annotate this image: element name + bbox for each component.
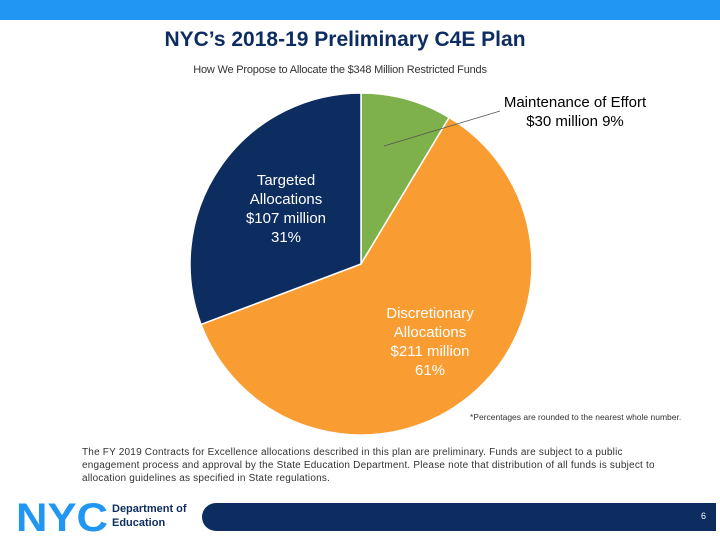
label-targeted-line1: Targeted	[256, 172, 316, 189]
nyc-doe-logo: NYC Department of Education	[16, 498, 187, 534]
footer-bar: 6	[202, 503, 716, 531]
svg-text:NYC: NYC	[16, 498, 108, 534]
slice-maintenance-of-effort	[360, 92, 451, 267]
label-discretionary-line2: Allocations	[393, 324, 467, 341]
slice-discretionary-allocations	[200, 116, 533, 436]
page-number: 6	[700, 511, 706, 521]
label-discretionary-line4: 61%	[414, 362, 446, 379]
label-maintenance-line2: $30 million 9%	[526, 113, 624, 130]
label-targeted-line2: Allocations	[249, 191, 323, 208]
label-discretionary-line1: Discretionary	[386, 305, 474, 322]
footnote: *Percentages are rounded to the nearest …	[470, 412, 682, 422]
top-accent-bar	[0, 0, 720, 20]
page-title: NYC’s 2018-19 Preliminary C4E Plan	[164, 28, 526, 51]
svg-text:Education: Education	[112, 517, 165, 529]
maintenance-leader-line	[383, 110, 501, 147]
slice-targeted-allocations	[189, 92, 362, 326]
label-discretionary: Discretionary Allocations $211 million 6…	[370, 304, 490, 380]
label-targeted-line3: $107 million	[245, 210, 327, 227]
label-maintenance: Maintenance of Effort $30 million 9%	[480, 93, 670, 131]
label-targeted: Targeted Allocations $107 million 31%	[226, 171, 346, 247]
svg-text:Department of: Department of	[112, 503, 187, 515]
label-discretionary-line3: $211 million	[390, 343, 470, 360]
label-maintenance-line1: Maintenance of Effort	[503, 94, 647, 111]
disclaimer-text: The FY 2019 Contracts for Excellence all…	[82, 447, 655, 484]
chart-subtitle: How We Propose to Allocate the $348 Mill…	[193, 64, 487, 76]
label-targeted-line4: 31%	[270, 229, 302, 246]
